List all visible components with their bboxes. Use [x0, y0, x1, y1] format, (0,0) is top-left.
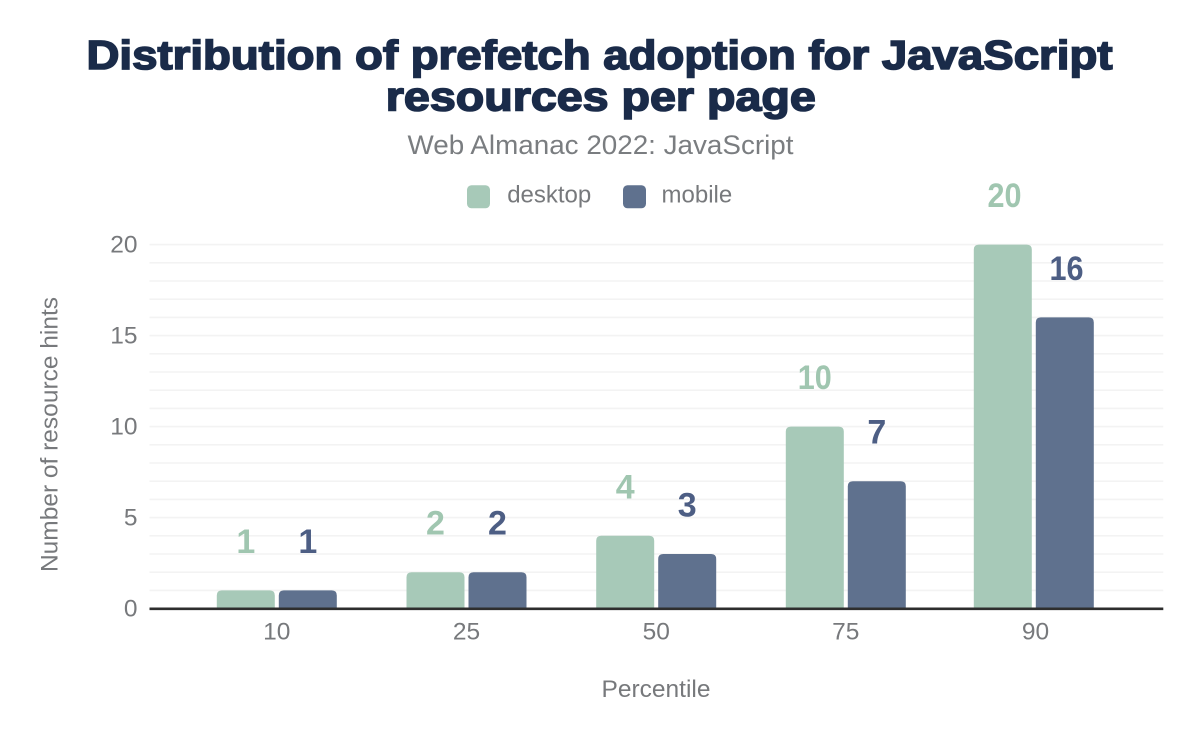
svg-text:2: 2: [426, 505, 445, 543]
svg-text:50: 50: [643, 619, 670, 646]
svg-text:75: 75: [832, 619, 859, 646]
svg-text:Number of resource hints: Number of resource hints: [37, 297, 64, 572]
svg-text:15: 15: [110, 323, 137, 350]
svg-text:Percentile: Percentile: [602, 676, 711, 703]
svg-text:1: 1: [236, 523, 255, 561]
svg-text:90: 90: [1022, 619, 1049, 646]
svg-text:2: 2: [488, 505, 507, 543]
svg-text:4: 4: [616, 468, 635, 506]
svg-text:mobile: mobile: [662, 182, 733, 209]
svg-text:20: 20: [110, 232, 137, 259]
svg-text:1: 1: [298, 523, 317, 561]
svg-text:desktop: desktop: [507, 182, 591, 209]
svg-text:16: 16: [1050, 250, 1084, 288]
svg-text:7: 7: [867, 414, 886, 452]
svg-text:3: 3: [678, 487, 697, 525]
svg-text:10: 10: [110, 414, 137, 441]
svg-text:25: 25: [453, 619, 480, 646]
svg-text:0: 0: [124, 596, 138, 623]
svg-text:5: 5: [124, 505, 138, 532]
svg-text:Distribution of prefetch adopt: Distribution of prefetch adoption for Ja…: [87, 32, 1113, 78]
svg-text:resources per page: resources per page: [386, 74, 816, 120]
svg-text:Web Almanac 2022: JavaScript: Web Almanac 2022: JavaScript: [408, 130, 794, 160]
svg-text:10: 10: [798, 359, 832, 397]
svg-text:10: 10: [263, 619, 290, 646]
svg-text:20: 20: [988, 177, 1022, 215]
